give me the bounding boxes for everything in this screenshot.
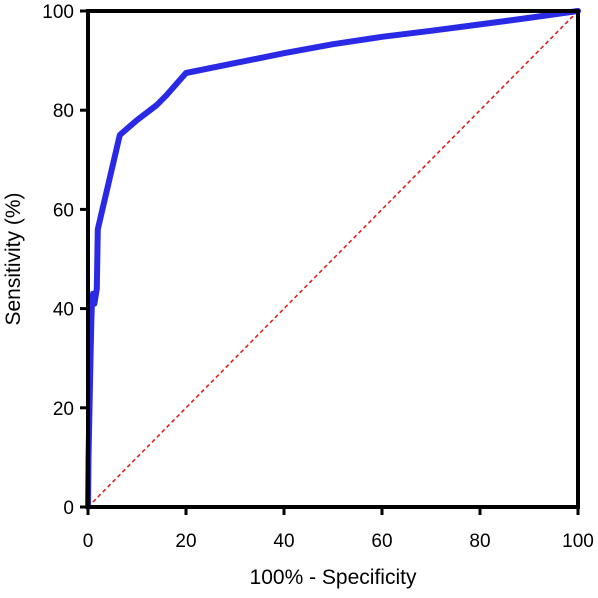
x-tick-label: 100 xyxy=(562,531,594,552)
x-tick-label: 80 xyxy=(469,531,490,552)
roc-curve-line xyxy=(85,8,581,510)
y-tick-label: 40 xyxy=(53,300,74,321)
x-tick-label: 60 xyxy=(371,531,392,552)
plot-frame xyxy=(86,9,580,509)
x-tick-label: 40 xyxy=(273,531,294,552)
x-tick-label: 20 xyxy=(175,531,196,552)
y-tick-label: 80 xyxy=(53,101,74,122)
y-tick-label: 20 xyxy=(53,399,74,420)
y-axis-title: Sensitivity (%) xyxy=(2,192,25,325)
y-tick-label: 0 xyxy=(63,498,74,519)
series-layer xyxy=(85,8,581,510)
y-tick-label: 100 xyxy=(42,2,74,23)
y-tick-label: 60 xyxy=(53,200,74,221)
ticks-layer: 0 20 40 60 80 100 0 20 40 60 80 100 xyxy=(42,2,594,552)
x-tick-label: 0 xyxy=(83,531,94,552)
reference-line xyxy=(87,10,579,508)
x-axis-title: 100% - Specificity xyxy=(250,566,417,589)
